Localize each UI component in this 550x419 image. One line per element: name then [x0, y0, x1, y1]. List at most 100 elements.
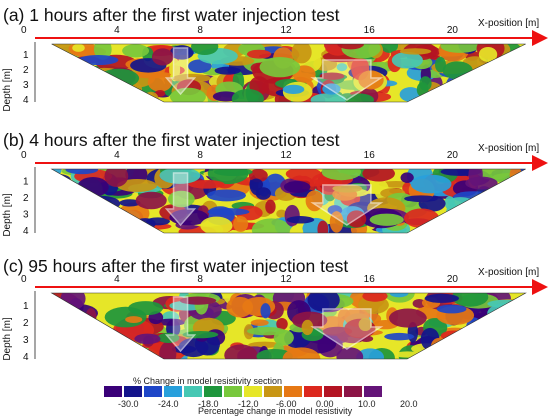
resistivity-blob: [231, 89, 264, 102]
resistivity-blob: [459, 210, 496, 230]
resistivity-blob: [169, 209, 209, 226]
resistivity-blob: [251, 218, 291, 233]
resistivity-blob: [61, 91, 75, 102]
resistivity-blob: [51, 189, 64, 208]
resistivity-blob: [499, 323, 526, 340]
colorbar-swatch: [164, 386, 182, 397]
y-axis-title: Depth [m]: [2, 317, 13, 361]
flow-arrows: [164, 47, 384, 101]
resistivity-blob: [410, 174, 452, 194]
resistivity-blob: [514, 169, 526, 186]
x-tick-label: 20: [447, 25, 459, 36]
resistivity-blob: [134, 218, 156, 230]
x-tick-label: 4: [114, 150, 120, 161]
flow-arrows: [164, 296, 384, 353]
y-axis-title: Depth [m]: [2, 193, 13, 237]
resistivity-blob: [494, 321, 505, 337]
x-tick-label: 12: [281, 150, 293, 161]
resistivity-blob: [475, 83, 515, 96]
panel-b: (b) 4 hours after the first water inject…: [2, 130, 548, 237]
y-tick-label: 4: [23, 95, 29, 106]
resistivity-blob: [463, 71, 497, 85]
resistivity-blob: [63, 95, 79, 102]
resistivity-blob: [321, 169, 362, 181]
x-tick-label: 16: [364, 25, 376, 36]
resistivity-blob: [332, 184, 363, 193]
x-tick-label: 20: [447, 274, 459, 285]
colorbar-tick-label: -6.00: [276, 399, 297, 409]
resistivity-blob: [285, 169, 322, 181]
resistivity-blob: [107, 341, 123, 359]
resistivity-blob: [250, 319, 269, 327]
resistivity-blob: [142, 91, 160, 102]
resistivity-blob: [404, 195, 438, 203]
y-tick-label: 1: [23, 50, 29, 61]
resistivity-blob: [207, 208, 250, 216]
resistivity-blob: [427, 220, 447, 233]
resistivity-blob: [206, 189, 246, 202]
lateral-arrow: [310, 59, 384, 101]
panel-b-section: [50, 168, 526, 234]
colorbar-tick-label: 20.0: [400, 399, 418, 409]
resistivity-blob: [341, 44, 381, 59]
resistivity-blob: [51, 44, 75, 61]
resistivity-blob: [468, 340, 495, 354]
resistivity-blob: [424, 293, 460, 303]
resistivity-blob: [472, 329, 504, 338]
colorbar-tick-label: -18.0: [198, 399, 219, 409]
resistivity-blob: [77, 54, 119, 66]
resistivity-blob: [498, 90, 521, 101]
resistivity-blob: [481, 71, 510, 80]
resistivity-blob: [468, 335, 486, 343]
resistivity-blob: [489, 209, 502, 229]
resistivity-blob: [76, 204, 100, 215]
resistivity-blob: [489, 91, 524, 102]
resistivity-blob: [498, 344, 513, 359]
resistivity-blob: [428, 216, 462, 233]
resistivity-blob: [125, 316, 143, 324]
colorbar-swatch: [104, 386, 122, 397]
resistivity-blob: [104, 306, 147, 328]
resistivity-blob: [301, 319, 314, 336]
resistivity-blob: [305, 190, 324, 212]
resistivity-blob: [491, 218, 526, 227]
resistivity-blob: [490, 93, 502, 102]
resistivity-blob: [449, 216, 485, 226]
resistivity-blob: [187, 59, 212, 74]
x-tick-label: 8: [197, 25, 203, 36]
resistivity-blob: [384, 332, 415, 341]
resistivity-blob: [478, 202, 509, 210]
resistivity-blob: [72, 213, 102, 233]
resistivity-blob: [317, 220, 329, 233]
x-tick-label: 4: [114, 25, 120, 36]
resistivity-blob: [458, 88, 493, 102]
resistivity-blob: [90, 350, 107, 359]
resistivity-blob: [156, 318, 186, 326]
resistivity-blob: [51, 70, 79, 87]
resistivity-blob: [465, 176, 498, 190]
resistivity-blob: [514, 83, 526, 93]
resistivity-blob: [151, 48, 174, 66]
resistivity-blob: [233, 216, 249, 232]
resistivity-blob: [458, 77, 486, 97]
resistivity-blob: [248, 169, 268, 183]
x-tick-label: 0: [21, 274, 27, 285]
resistivity-blob: [224, 344, 258, 359]
resistivity-blob: [356, 348, 384, 359]
colorbar-label: Percentage change in model resistivity: [198, 406, 353, 416]
resistivity-blob: [469, 326, 498, 342]
colorbar-swatch: [344, 386, 362, 397]
resistivity-blob: [283, 180, 311, 194]
resistivity-blob: [62, 68, 88, 90]
resistivity-blob: [51, 214, 79, 229]
resistivity-blob: [459, 76, 482, 88]
resistivity-blob: [51, 90, 81, 102]
resistivity-blob: [75, 93, 110, 101]
x-axis-title: X-position [m]: [478, 143, 539, 154]
resistivity-blob: [495, 339, 516, 356]
resistivity-blob: [100, 215, 135, 230]
resistivity-blob: [188, 179, 225, 189]
resistivity-blob: [310, 93, 347, 102]
resistivity-blob: [473, 71, 497, 90]
resistivity-blob: [51, 67, 60, 81]
